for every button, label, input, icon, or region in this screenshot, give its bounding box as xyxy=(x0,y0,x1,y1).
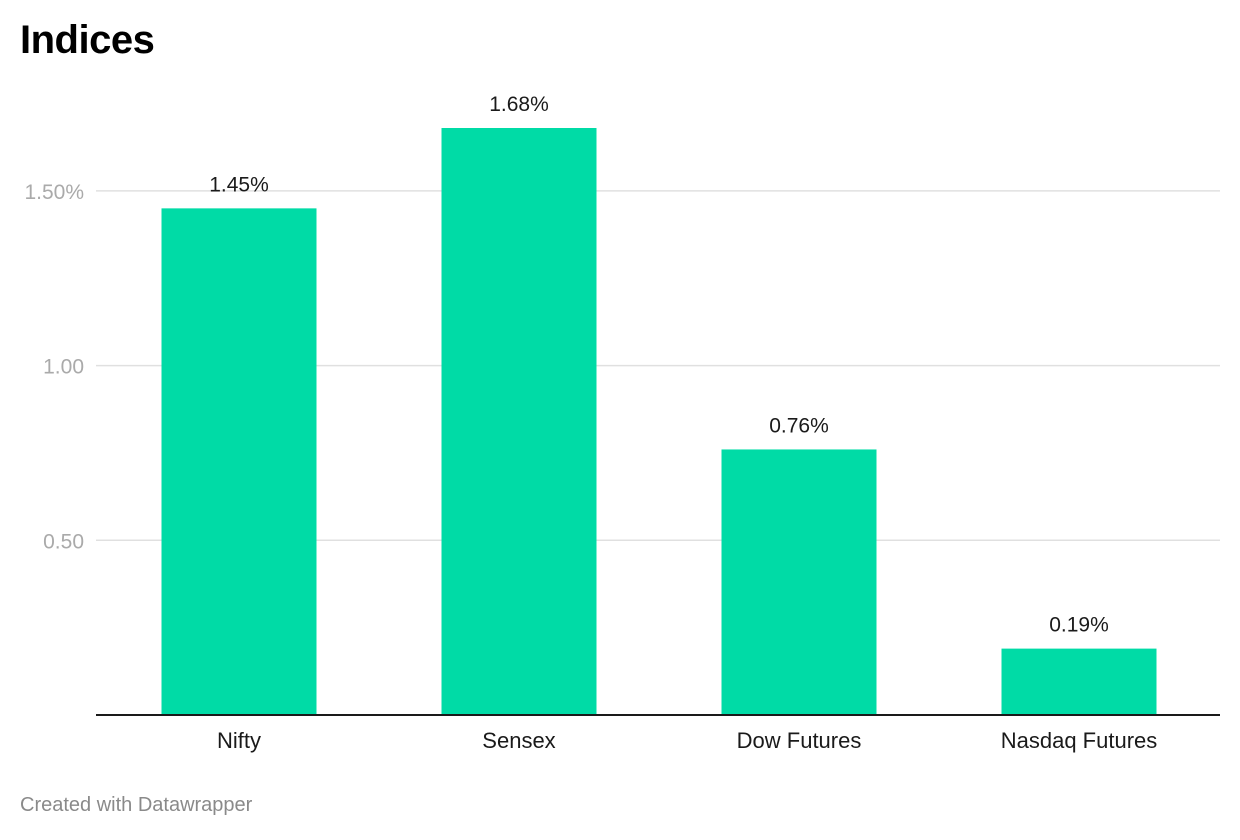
y-axis-ticks: 0.50 1.00 1.50% xyxy=(24,181,84,553)
data-label: 0.76% xyxy=(769,414,829,437)
data-label: 1.45% xyxy=(209,173,269,196)
bar xyxy=(161,208,317,715)
bar xyxy=(721,449,877,715)
datawrapper-credit: Created with Datawrapper xyxy=(20,794,253,816)
data-label: 0.19% xyxy=(1049,614,1109,637)
bar xyxy=(1001,648,1157,715)
bars xyxy=(161,128,1157,715)
bar xyxy=(441,128,597,715)
data-labels: 1.45% 1.68% 0.76% 0.19% xyxy=(209,93,1109,637)
x-axis-labels: Nifty Sensex Dow Futures Nasdaq Futures xyxy=(217,728,1157,753)
category-label: Nifty xyxy=(217,728,261,753)
y-tick-label: 0.50 xyxy=(43,530,84,553)
category-label: Sensex xyxy=(482,728,555,753)
data-label: 1.68% xyxy=(489,93,549,116)
y-tick-label: 1.50% xyxy=(24,181,84,204)
y-tick-label: 1.00 xyxy=(43,356,84,379)
category-label: Dow Futures xyxy=(737,728,862,753)
chart-title: Indices xyxy=(20,18,155,62)
category-label: Nasdaq Futures xyxy=(1001,728,1158,753)
